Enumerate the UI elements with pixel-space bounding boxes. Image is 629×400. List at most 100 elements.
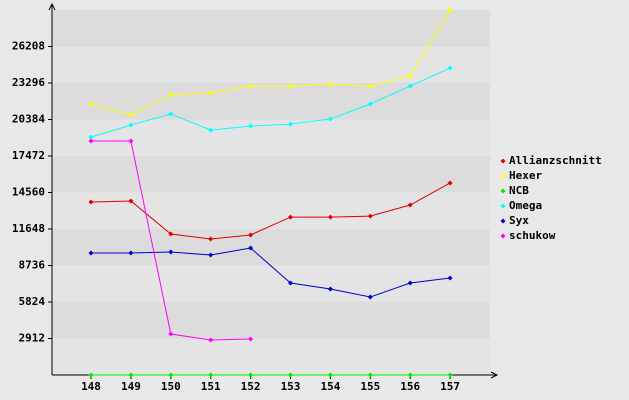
x-tick-label: 151 xyxy=(201,380,221,393)
point xyxy=(248,372,254,378)
x-tick-label: 148 xyxy=(81,380,101,393)
point xyxy=(367,83,373,89)
point xyxy=(208,236,214,242)
point xyxy=(327,81,333,87)
point xyxy=(248,245,254,251)
series-line xyxy=(90,67,451,138)
point xyxy=(208,337,214,343)
legend-marker xyxy=(500,158,506,164)
series-line xyxy=(91,247,451,298)
legend-label: Omega xyxy=(509,199,542,212)
point xyxy=(248,83,254,89)
point xyxy=(168,231,174,237)
point xyxy=(208,252,214,258)
legend-marker xyxy=(500,218,506,224)
point xyxy=(128,138,134,144)
point xyxy=(168,92,174,98)
point xyxy=(288,121,293,127)
point xyxy=(128,372,134,378)
legend-label: Hexer xyxy=(509,169,542,182)
x-tick-label: 149 xyxy=(121,380,141,393)
point xyxy=(88,372,94,378)
point xyxy=(88,134,94,140)
y-tick-label: 8736 xyxy=(19,259,46,272)
point xyxy=(88,250,94,256)
point xyxy=(367,101,373,107)
point xyxy=(327,286,333,292)
grid-band xyxy=(52,302,490,339)
point xyxy=(327,116,333,122)
grid-band xyxy=(52,229,490,266)
point xyxy=(327,372,333,378)
legend-marker xyxy=(500,173,506,179)
point xyxy=(248,232,254,238)
point xyxy=(248,336,254,342)
point xyxy=(168,372,174,378)
point xyxy=(208,90,214,96)
point xyxy=(327,214,333,220)
grid-band xyxy=(52,10,490,47)
point xyxy=(367,372,373,378)
y-tick-label: 23296 xyxy=(12,76,45,89)
point xyxy=(128,250,134,256)
y-tick-label: 11648 xyxy=(12,222,45,235)
point xyxy=(407,73,413,79)
x-tick-label: 154 xyxy=(320,380,340,393)
point xyxy=(168,331,174,337)
legend-marker xyxy=(500,203,506,209)
point xyxy=(288,280,293,286)
point xyxy=(447,7,453,13)
x-tick-label: 155 xyxy=(360,380,380,393)
y-tick-label: 14560 xyxy=(12,186,45,199)
point xyxy=(288,83,293,89)
legend-marker xyxy=(500,188,506,194)
point xyxy=(288,372,293,378)
y-tick-label: 26208 xyxy=(12,40,45,53)
point xyxy=(288,214,293,220)
y-tick-label: 17472 xyxy=(12,149,45,162)
y-tick-label: 2912 xyxy=(19,332,46,345)
point xyxy=(88,101,94,107)
x-axis-arrow xyxy=(490,371,499,379)
grid-band xyxy=(52,338,490,375)
x-tick-label: 153 xyxy=(281,380,301,393)
point xyxy=(128,198,134,204)
point xyxy=(447,180,453,186)
grid-band xyxy=(52,156,490,193)
y-tick-label: 5824 xyxy=(19,295,46,308)
legend-label: Allianzschnitt xyxy=(509,154,602,167)
x-tick-label: 150 xyxy=(161,380,181,393)
y-axis-arrow xyxy=(48,2,56,11)
point xyxy=(367,294,373,300)
point xyxy=(88,199,94,205)
y-tick-label: 20384 xyxy=(12,113,45,126)
legend-label: NCB xyxy=(509,184,529,197)
legend-label: Syx xyxy=(509,214,529,227)
point xyxy=(407,372,413,378)
point xyxy=(128,112,134,118)
point xyxy=(407,280,413,286)
grid-band xyxy=(52,119,490,156)
series-line xyxy=(90,9,451,116)
point xyxy=(447,275,453,281)
point xyxy=(407,83,413,89)
x-tick-label: 156 xyxy=(400,380,420,393)
x-tick-label: 157 xyxy=(440,380,460,393)
legend-marker xyxy=(500,233,506,239)
grid-band xyxy=(52,83,490,120)
point xyxy=(168,249,174,255)
point xyxy=(128,122,134,128)
legend-label: schukow xyxy=(509,229,556,242)
series-line xyxy=(90,182,451,240)
point xyxy=(168,111,174,117)
point xyxy=(447,65,453,71)
grid-band xyxy=(52,265,490,302)
point xyxy=(208,372,214,378)
point xyxy=(367,213,373,219)
x-tick-label: 152 xyxy=(241,380,261,393)
point xyxy=(248,123,254,129)
point xyxy=(208,127,214,133)
point xyxy=(88,138,94,144)
grid-band xyxy=(52,192,490,229)
